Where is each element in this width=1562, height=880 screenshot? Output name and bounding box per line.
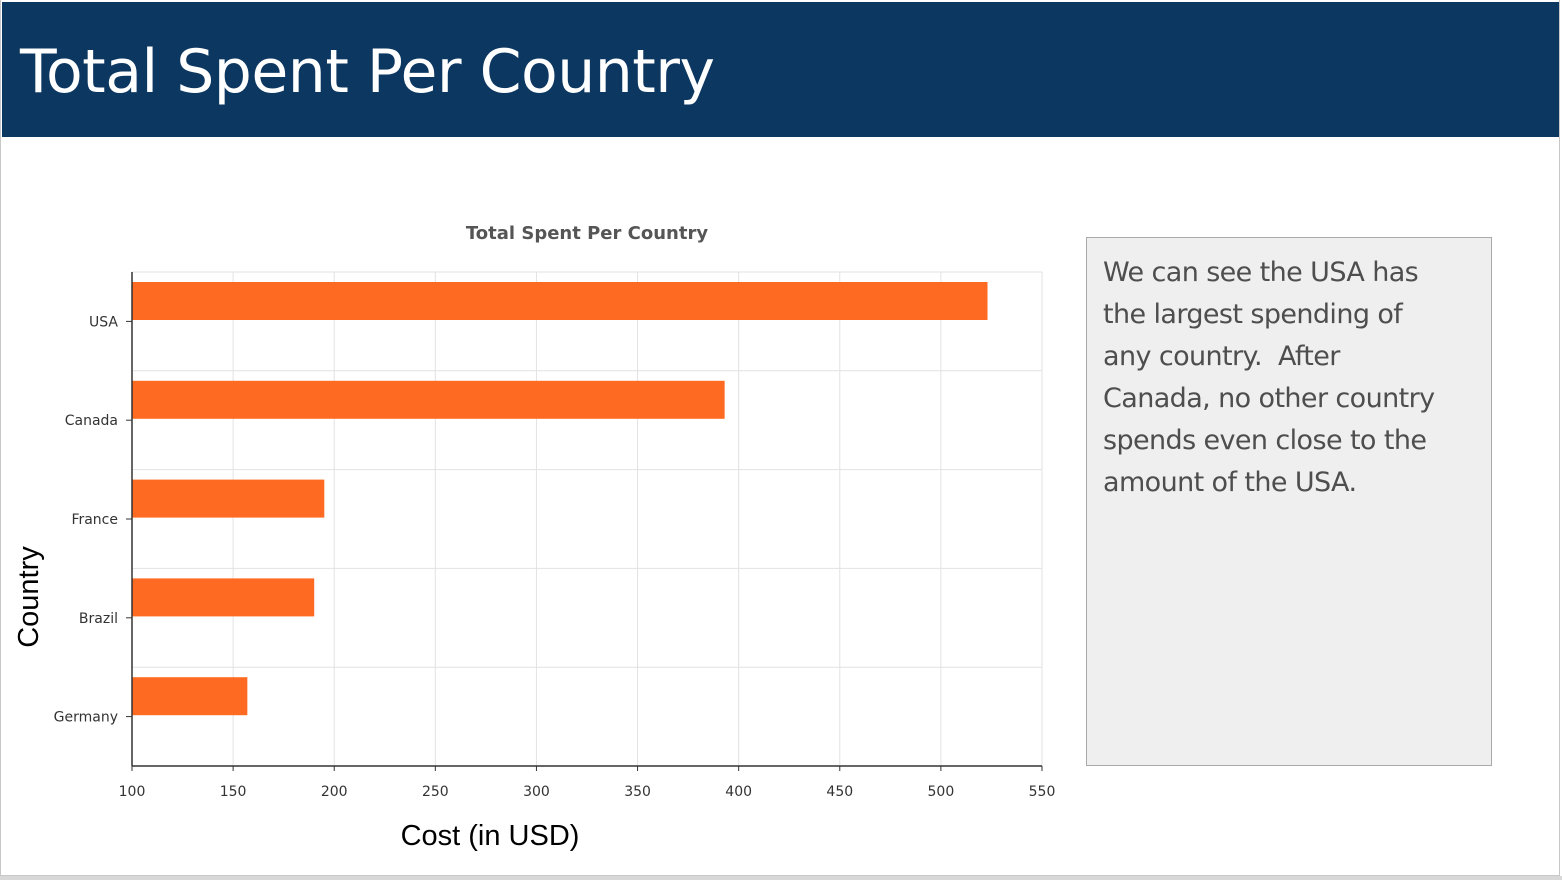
x-tick-label: 400 <box>725 784 752 800</box>
bottom-divider <box>0 876 1562 880</box>
bar-canada <box>132 380 725 419</box>
slide-title: Total Spent Per Country <box>20 37 715 107</box>
x-tick-label: 300 <box>523 784 550 800</box>
note-text: We can see the USA has the largest spend… <box>1103 257 1435 498</box>
x-tick-label: 250 <box>422 784 449 800</box>
x-tick-label: 200 <box>321 784 348 800</box>
bar-chart: 100 150 200 250 300 350 400 450 500 550 USA Canada F… <box>13 223 1056 852</box>
bar-usa <box>132 282 988 320</box>
bar-france <box>132 479 325 518</box>
x-axis-label: Cost (in USD) <box>401 820 580 852</box>
y-axis-label: Country <box>13 546 45 648</box>
chart-title: Total Spent Per Country <box>466 223 708 244</box>
x-tick-label: 500 <box>928 784 955 800</box>
x-tick-label: 100 <box>119 784 146 800</box>
y-tick-label: USA <box>89 314 118 330</box>
x-tick-label: 350 <box>624 784 651 800</box>
y-tick-label: Canada <box>65 413 118 429</box>
y-tick-label: Germany <box>54 710 118 726</box>
y-tick-label: Brazil <box>79 611 118 627</box>
y-tick-label: France <box>71 512 118 528</box>
x-tick-label: 450 <box>826 784 853 800</box>
x-tick-label: 550 <box>1029 784 1056 800</box>
slide-header: Total Spent Per Country <box>2 2 1559 137</box>
x-tick-label: 150 <box>220 784 247 800</box>
note-box: We can see the USA has the largest spend… <box>1086 237 1492 766</box>
bar-germany <box>132 677 248 716</box>
bar-brazil <box>132 578 315 617</box>
